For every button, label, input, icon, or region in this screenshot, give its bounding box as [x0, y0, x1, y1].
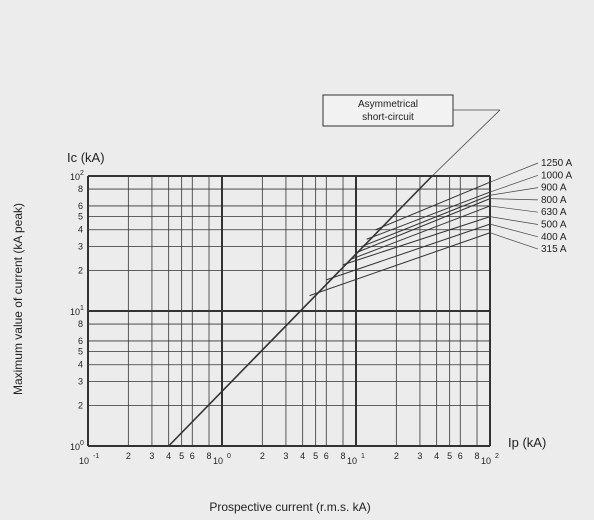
grid-lines [87, 175, 491, 447]
curve-leader [489, 198, 539, 201]
x-tick-label: 2 [394, 451, 399, 461]
curve-leader [489, 162, 539, 183]
curve-leader [489, 174, 539, 193]
x-tick-label: 10 [79, 456, 89, 466]
series-line-400-a [326, 223, 491, 281]
y-tick-exponent: 1 [80, 305, 84, 312]
y-tick-label: 5 [78, 347, 83, 357]
x-tick-label: 6 [324, 451, 329, 461]
x-tick-exponent: 0 [227, 453, 231, 460]
y-tick-label: 4 [78, 225, 83, 235]
curve-label-630-a: 630 A [541, 207, 567, 218]
x-tick-label: 10 [481, 456, 491, 466]
x-tick-exponent: 2 [495, 453, 499, 460]
curve-label-800-a: 800 A [541, 195, 567, 206]
x-tick-label: 3 [149, 451, 154, 461]
y-tick-label: 10 [70, 442, 80, 452]
x-tick-label: 8 [207, 451, 212, 461]
x-tick-label: 3 [283, 451, 288, 461]
y-tick-label: 3 [78, 242, 83, 252]
series-line-1000-a [366, 191, 491, 240]
x-tick-label: 5 [313, 451, 318, 461]
series-lines [168, 109, 501, 447]
curve-leader [489, 216, 539, 225]
x-tick-label: 2 [126, 451, 131, 461]
y-tick-label: 6 [78, 201, 83, 211]
x-tick-label: 5 [447, 451, 452, 461]
x-axis-outer-label: Prospective current (r.m.s. kA) [209, 500, 371, 514]
x-tick-label: 10 [347, 456, 357, 466]
tick-labels: 10 -1 2 3 4 5 6 8 10 0 2 3 4 5 6 8 10 1 2 3 4 5 6 8 10 210 0234568… [70, 170, 499, 466]
series-line-315-a [309, 232, 491, 297]
y-tick-label: 8 [78, 184, 83, 194]
curve-label-1250-a: 1250 A [541, 158, 572, 169]
x-tick-label: 2 [260, 451, 265, 461]
x-tick-label: 6 [190, 451, 195, 461]
x-tick-exponent: -1 [93, 453, 99, 460]
x-tick-label: 4 [434, 451, 439, 461]
annotation-leader [431, 109, 501, 177]
annotation-line-2: short-circuit [362, 112, 414, 123]
x-tick-exponent: 1 [361, 453, 365, 460]
y-tick-label: 10 [70, 307, 80, 317]
x-tick-label: 4 [300, 451, 305, 461]
y-tick-label: 4 [78, 360, 83, 370]
series-line-630-a [349, 205, 491, 261]
curve-label-400-a: 400 A [541, 232, 567, 243]
series-line-1250-a [375, 181, 491, 231]
series-line-asymmetrical-short-circuit [168, 175, 433, 447]
series-line-500-a [342, 216, 491, 266]
y-tick-label: 3 [78, 377, 83, 387]
x-tick-label: 6 [458, 451, 463, 461]
curve-leader [489, 223, 539, 238]
series-line-900-a [361, 194, 491, 248]
annotation-line-1: Asymmetrical [358, 99, 418, 110]
x-tick-label: 4 [166, 451, 171, 461]
x-tick-label: 10 [213, 456, 223, 466]
curve-leader [489, 187, 539, 196]
x-tick-label: 8 [475, 451, 480, 461]
x-tick-label: 8 [341, 451, 346, 461]
x-tick-label: 3 [417, 451, 422, 461]
y-tick-label: 5 [78, 212, 83, 222]
curve-label-1000-a: 1000 A [541, 170, 572, 181]
annotation-box: Asymmetrical short-circuit [322, 94, 500, 127]
curve-leader [489, 232, 539, 250]
y-axis-title: Ic (kA) [67, 150, 105, 165]
curve-label-900-a: 900 A [541, 183, 567, 194]
y-tick-exponent: 2 [80, 170, 84, 177]
y-tick-label: 6 [78, 336, 83, 346]
y-tick-label: 2 [78, 400, 83, 410]
curve-label-500-a: 500 A [541, 220, 567, 231]
series-line-800-a [355, 198, 491, 254]
x-tick-label: 5 [179, 451, 184, 461]
x-axis-title: Ip (kA) [508, 435, 546, 450]
y-tick-label: 8 [78, 319, 83, 329]
curve-leader [489, 205, 539, 213]
y-tick-label: 2 [78, 265, 83, 275]
curve-label-315-a: 315 A [541, 244, 567, 255]
y-tick-exponent: 0 [80, 440, 84, 447]
y-tick-label: 10 [70, 172, 80, 182]
